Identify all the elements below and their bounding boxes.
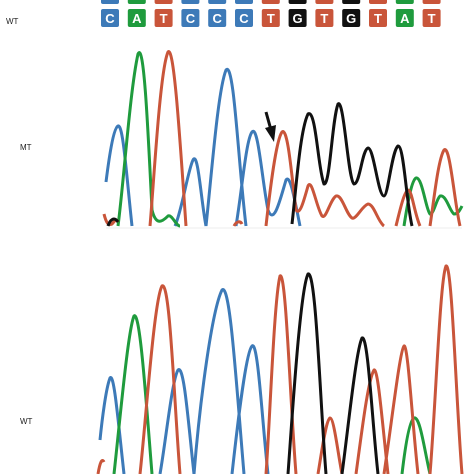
partial-base-box (422, 0, 441, 4)
base-box (101, 9, 119, 27)
partial-base-box (208, 0, 227, 4)
sequence-header: WT C A T C C C T G T G T A T (6, 0, 441, 27)
partial-base-box (154, 0, 173, 4)
base-call-9: T (315, 9, 334, 27)
base-call-13: T (422, 9, 441, 27)
partial-base-box (261, 0, 280, 4)
mt-trace-label: MT (20, 143, 32, 152)
mt-trace-a (116, 51, 464, 228)
base-letter: C (239, 11, 249, 26)
partial-base-box (342, 0, 361, 4)
mt-trace-t (102, 50, 462, 228)
wt-trace-t (96, 264, 464, 474)
base-box (154, 9, 173, 27)
base-letter: C (213, 11, 223, 26)
partial-base-box (395, 0, 414, 4)
base-call-1: C (101, 9, 119, 27)
mt-trace-c (104, 67, 302, 227)
base-box (127, 9, 146, 27)
base-letter: C (105, 11, 115, 26)
base-letter: T (267, 11, 275, 26)
base-call-3: T (154, 9, 173, 27)
base-call-2: A (127, 9, 146, 27)
base-box (208, 9, 227, 27)
base-call-6: C (235, 9, 253, 27)
base-box (261, 9, 280, 27)
base-box (235, 9, 253, 27)
partial-base-box (181, 0, 200, 4)
base-box (395, 9, 414, 27)
base-call-5: C (208, 9, 227, 27)
base-call-12: A (395, 9, 414, 27)
base-call-10: G (342, 9, 361, 27)
mt-chromatogram: MT (20, 50, 464, 229)
base-box (288, 9, 307, 27)
base-letter: G (293, 11, 303, 26)
wt-trace-label: WT (20, 417, 33, 426)
partial-base-box (369, 0, 387, 4)
base-box (342, 9, 361, 27)
base-box (181, 9, 200, 27)
partial-base-box (235, 0, 253, 4)
partial-base-box (127, 0, 146, 4)
wt-chromatogram: WT (20, 264, 464, 474)
base-call-4: C (181, 9, 200, 27)
base-call-8: G (288, 9, 307, 27)
base-call-11: T (369, 9, 387, 27)
partial-sequence-row (101, 0, 441, 4)
wt-sequence-label: WT (6, 17, 19, 26)
base-letter: T (320, 11, 328, 26)
base-box (315, 9, 334, 27)
wt-trace-c (98, 288, 270, 474)
base-letter: T (428, 11, 436, 26)
base-box (369, 9, 387, 27)
mt-trace-g (106, 102, 414, 227)
partial-base-box (288, 0, 307, 4)
base-letter: G (346, 11, 356, 26)
base-letter: A (400, 11, 410, 26)
partial-base-box (101, 0, 119, 4)
base-letter: T (374, 11, 382, 26)
partial-base-box (315, 0, 334, 4)
base-letter: T (160, 11, 168, 26)
base-letter: C (186, 11, 196, 26)
wt-trace-g (286, 272, 380, 474)
base-letter: A (132, 11, 142, 26)
arrow-down-icon (264, 111, 276, 142)
base-box (422, 9, 441, 27)
base-call-7: T (261, 9, 280, 27)
